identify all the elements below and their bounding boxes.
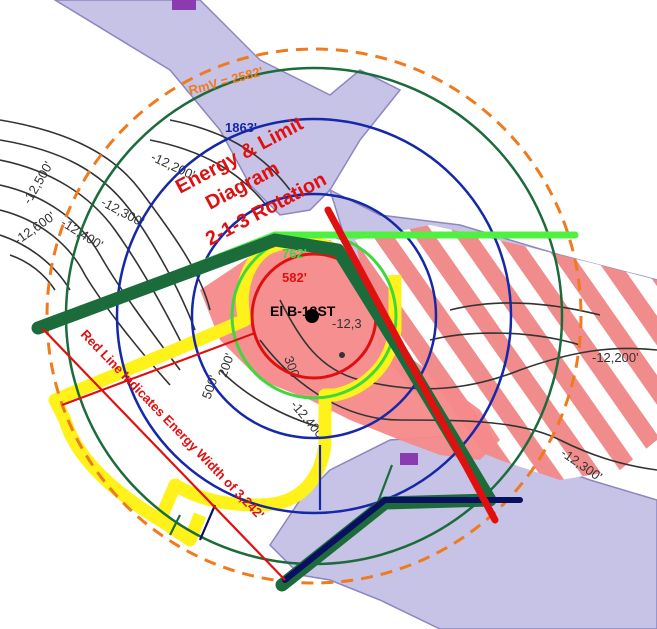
ring-blue-inner <box>190 192 438 440</box>
target-area <box>200 240 500 460</box>
contour-label: -12,3 <box>332 316 362 331</box>
contour-label: 200' <box>215 351 237 379</box>
well-marker <box>305 309 319 323</box>
contour-label: -12,600' <box>11 208 58 247</box>
well-marker-small <box>339 352 345 358</box>
navy-line <box>282 497 523 583</box>
ring-582-label: 582' <box>282 270 307 285</box>
fault-zone-lower <box>269 434 657 629</box>
contour-lines <box>0 119 657 471</box>
ring-1863 <box>115 117 513 515</box>
energy-width-line <box>41 327 286 581</box>
contour-label: -12,200' <box>592 350 639 365</box>
outer-radius-ring <box>45 47 583 585</box>
striped-zone <box>355 225 657 480</box>
red-energy-line <box>324 206 499 524</box>
ring-762-label: 762' <box>282 246 307 261</box>
ring-1863-label: 1863' <box>225 120 257 135</box>
well-label: El B-13ST <box>270 303 336 319</box>
